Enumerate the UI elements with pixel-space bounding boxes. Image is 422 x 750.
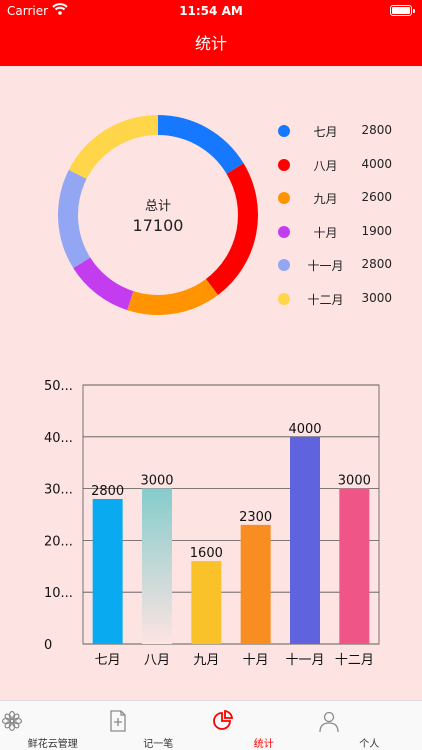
bar	[339, 488, 370, 644]
x-tick-label: 十一月	[285, 653, 324, 668]
bar-value-label: 1600	[190, 546, 223, 561]
legend-dot	[278, 192, 290, 205]
legend-dot	[278, 259, 290, 272]
pie-slice	[205, 163, 258, 296]
donut-chart: 总计 17100	[57, 115, 258, 315]
bar-value-label: 2800	[91, 484, 124, 499]
note-add-icon	[109, 710, 126, 732]
pie-slice	[158, 115, 244, 174]
pie-chart-icon	[213, 709, 234, 730]
flower-icon	[1, 710, 23, 732]
tab-label: 统计	[253, 739, 274, 750]
tab-add-record[interactable]: 记一笔	[106, 701, 212, 750]
bar-chart: 0 10... 20... 30... 40... 50... 2800 七月 3000 八月 16…	[0, 370, 422, 670]
wifi-icon	[52, 3, 68, 15]
nav-bar: 统计	[0, 22, 422, 66]
legend-item: 八月 4000	[278, 154, 418, 188]
bar-value-label: 2300	[239, 510, 272, 525]
pie-slice	[68, 115, 158, 179]
legend-item: 十二月 3000	[278, 288, 418, 322]
x-tick-label: 十二月	[335, 653, 374, 668]
bar	[191, 561, 222, 644]
status-time: 11:54 AM	[179, 4, 243, 18]
battery-icon	[390, 5, 415, 16]
legend-name: 九月	[313, 192, 338, 207]
chart-legend: 七月 2800 八月 4000 九月 2600 十月 1900 十一月 2800 十二月 3…	[278, 120, 418, 322]
x-tick-label: 八月	[144, 653, 170, 668]
person-icon	[318, 711, 339, 733]
legend-value: 2800	[361, 123, 392, 137]
legend-dot	[278, 292, 290, 305]
total-label: 总计	[144, 199, 171, 214]
legend-item: 十一月 2800	[278, 254, 418, 288]
legend-value: 2800	[361, 257, 392, 272]
y-tick-label: 40...	[44, 431, 73, 446]
total-value: 17100	[132, 216, 184, 235]
legend-name: 十一月	[307, 259, 344, 274]
y-tick-label: 50...	[44, 379, 73, 394]
bar-value-label: 3000	[338, 474, 371, 489]
bar	[240, 524, 271, 644]
legend-name: 十二月	[307, 292, 344, 307]
legend-dot	[278, 125, 290, 137]
tab-label: 记一笔	[143, 739, 174, 750]
y-tick-label: 10...	[44, 586, 73, 601]
legend-dot	[278, 158, 290, 171]
legend-name: 十月	[313, 225, 338, 240]
tab-bar: 鲜花云管理 记一笔 统计 个人	[0, 700, 422, 750]
legend-value: 3000	[361, 290, 392, 305]
pie-slice	[127, 279, 218, 315]
legend-name: 八月	[313, 158, 338, 173]
legend-name: 七月	[313, 125, 338, 139]
bar-value-label: 4000	[288, 422, 321, 437]
y-tick-label: 0	[44, 638, 52, 653]
legend-item: 七月 2800	[278, 120, 418, 154]
tab-label: 个人	[359, 739, 380, 750]
legend-dot	[278, 225, 290, 238]
tab-label: 鲜花云管理	[27, 739, 78, 750]
carrier-label: Carrier	[7, 4, 49, 18]
y-tick-label: 20...	[44, 534, 73, 549]
legend-item: 九月 2600	[278, 187, 418, 221]
tab-flower-management[interactable]: 鲜花云管理	[0, 701, 106, 750]
bar	[290, 436, 320, 644]
legend-value: 2600	[361, 190, 392, 205]
tab-statistics[interactable]: 统计	[211, 701, 317, 750]
y-tick-label: 30...	[44, 483, 73, 498]
status-bar: Carrier 11:54 AM	[0, 0, 422, 22]
pie-slice	[57, 169, 91, 269]
donut-center: 总计 17100	[58, 115, 258, 315]
legend-item: 十月 1900	[278, 221, 418, 255]
x-tick-label: 七月	[95, 653, 121, 668]
plot-frame	[82, 384, 380, 645]
pie-slice	[73, 257, 134, 311]
legend-value: 1900	[361, 223, 392, 238]
bar-value-label: 3000	[140, 474, 173, 489]
legend-value: 4000	[361, 156, 392, 171]
x-tick-label: 十月	[243, 653, 269, 668]
page-title: 统计	[194, 34, 227, 53]
tab-profile[interactable]: 个人	[317, 701, 422, 750]
bar	[142, 488, 172, 644]
x-tick-label: 九月	[193, 653, 219, 668]
bar	[92, 498, 123, 644]
